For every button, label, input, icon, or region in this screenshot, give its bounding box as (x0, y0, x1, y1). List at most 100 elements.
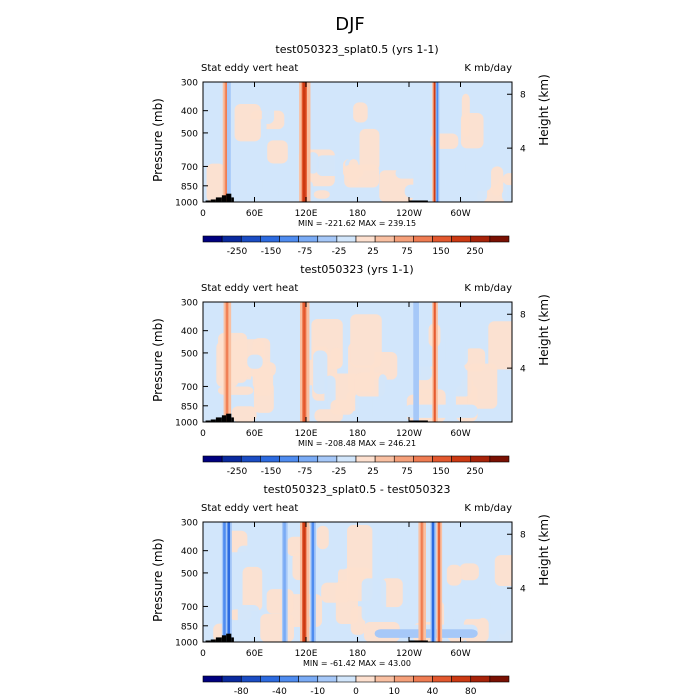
colorbar-box (451, 455, 472, 463)
x-tick-label: 120W (396, 649, 422, 659)
stripe-core (223, 522, 226, 642)
stripe-core (431, 522, 435, 642)
heatmap-cell (491, 166, 504, 196)
x-tick-label: 180 (349, 209, 366, 219)
y2-axis-label: Height (km) (537, 74, 551, 145)
stripe-peak (225, 82, 228, 202)
topography (231, 637, 234, 642)
colorbar-label: -250 (227, 247, 248, 257)
heatmap-cell (242, 566, 263, 612)
stripe-core (436, 82, 439, 202)
colorbar-box (374, 235, 395, 243)
colorbar-label: 0 (353, 687, 359, 697)
heatmap-cell (218, 332, 248, 383)
heatmap-cell (353, 102, 368, 123)
colorbar: -250 -150 -75 -25 25 75 150 250 (202, 235, 510, 257)
y2-tick-label: 4 (520, 365, 526, 375)
colorbar-box (432, 235, 452, 243)
x-tick-label: 60W (450, 209, 470, 219)
colorbar-label: -40 (272, 687, 287, 697)
y-tick-label: 850 (181, 182, 198, 192)
colorbar-box (355, 235, 376, 243)
colorbar-label: -75 (298, 467, 313, 477)
heatmap-cell (374, 629, 478, 638)
x-tick-label: 120E (295, 649, 318, 659)
colorbar-label: -250 (227, 467, 248, 477)
y2-tick-label: 8 (520, 531, 526, 541)
colorbar-label: 25 (367, 467, 378, 477)
x-tick-label: 0 (200, 649, 206, 659)
min-max-label: MIN = -221.62 MAX = 239.15 (298, 219, 416, 228)
colorbar-box (260, 675, 280, 683)
topography (231, 197, 234, 202)
heatmap-cell (502, 173, 512, 186)
stripe-peak (303, 302, 306, 422)
heatmap-cell (445, 331, 468, 366)
colorbar-box (279, 235, 299, 243)
heatmap-cell (321, 582, 351, 603)
panel-title: test050323 (yrs 1-1) (300, 263, 413, 276)
topography (409, 640, 428, 642)
min-max-label: MIN = -61.42 MAX = 43.00 (303, 659, 411, 668)
colorbar-label: 75 (401, 467, 412, 477)
colorbar-box (317, 235, 338, 243)
x-tick-label: 60E (246, 429, 263, 439)
heatmap-cell (397, 525, 413, 598)
heatmap-cell (350, 314, 382, 368)
heatmap-cell (446, 564, 462, 586)
colorbar-box (260, 235, 280, 243)
heatmap-cell (427, 564, 445, 604)
x-tick-label: 120E (295, 209, 318, 219)
colorbar-label: -75 (298, 247, 313, 257)
colorbar-box (374, 675, 395, 683)
colorbar-box (317, 675, 338, 683)
colorbar-label: -150 (261, 467, 282, 477)
heatmap-cell (380, 578, 403, 608)
heatmap-cell (316, 155, 343, 176)
x-tick-label: 0 (200, 209, 206, 219)
colorbar-box (355, 675, 376, 683)
y-tick-label: 1000 (175, 419, 198, 429)
panel-2: test050323 (yrs 1-1)Stat eddy vert heat K… (151, 263, 551, 477)
heatmap-cell (344, 164, 380, 188)
colorbar-box (260, 455, 280, 463)
colorbar-box (221, 235, 242, 243)
heatmap-cell (459, 563, 479, 581)
heatmap-cell (261, 89, 275, 124)
y-tick-label: 700 (181, 163, 198, 173)
y-axis-label: Pressure (mb) (151, 98, 165, 182)
heatmap-cell (217, 386, 254, 395)
colorbar-box (355, 455, 376, 463)
y2-axis-label: Height (km) (537, 294, 551, 365)
colorbar-box (202, 675, 223, 683)
colorbar-box (489, 455, 510, 463)
topography (215, 417, 222, 422)
y2-axis-label: Height (km) (537, 514, 551, 585)
colorbar-label: 10 (389, 687, 401, 697)
colorbar-box (240, 235, 261, 243)
colorbar-label: 250 (466, 247, 483, 257)
min-max-label: MIN = -208.48 MAX = 246.21 (298, 439, 416, 448)
colorbar-box (489, 235, 510, 243)
y2-tick-label: 8 (520, 91, 526, 101)
y-tick-label: 700 (181, 383, 198, 393)
colorbar-box (470, 235, 491, 243)
y-tick-label: 400 (181, 327, 198, 337)
heatmap-field (203, 302, 512, 422)
colorbar-box (317, 455, 338, 463)
x-tick-label: 60E (246, 209, 263, 219)
right-string: K mb/day (464, 283, 512, 294)
right-string: K mb/day (464, 63, 512, 74)
y2-tick-label: 4 (520, 145, 526, 155)
heatmap-field (203, 82, 512, 202)
y-axis-label: Pressure (mb) (151, 538, 165, 622)
y-tick-label: 300 (181, 299, 198, 309)
y-tick-label: 1000 (175, 639, 198, 649)
topography (409, 420, 428, 422)
heatmap-cell (403, 128, 438, 146)
colorbar-box (336, 455, 357, 463)
colorbar-label: 75 (401, 247, 412, 257)
topography (226, 193, 232, 202)
heatmap-cell (237, 605, 260, 642)
topography (205, 420, 211, 422)
